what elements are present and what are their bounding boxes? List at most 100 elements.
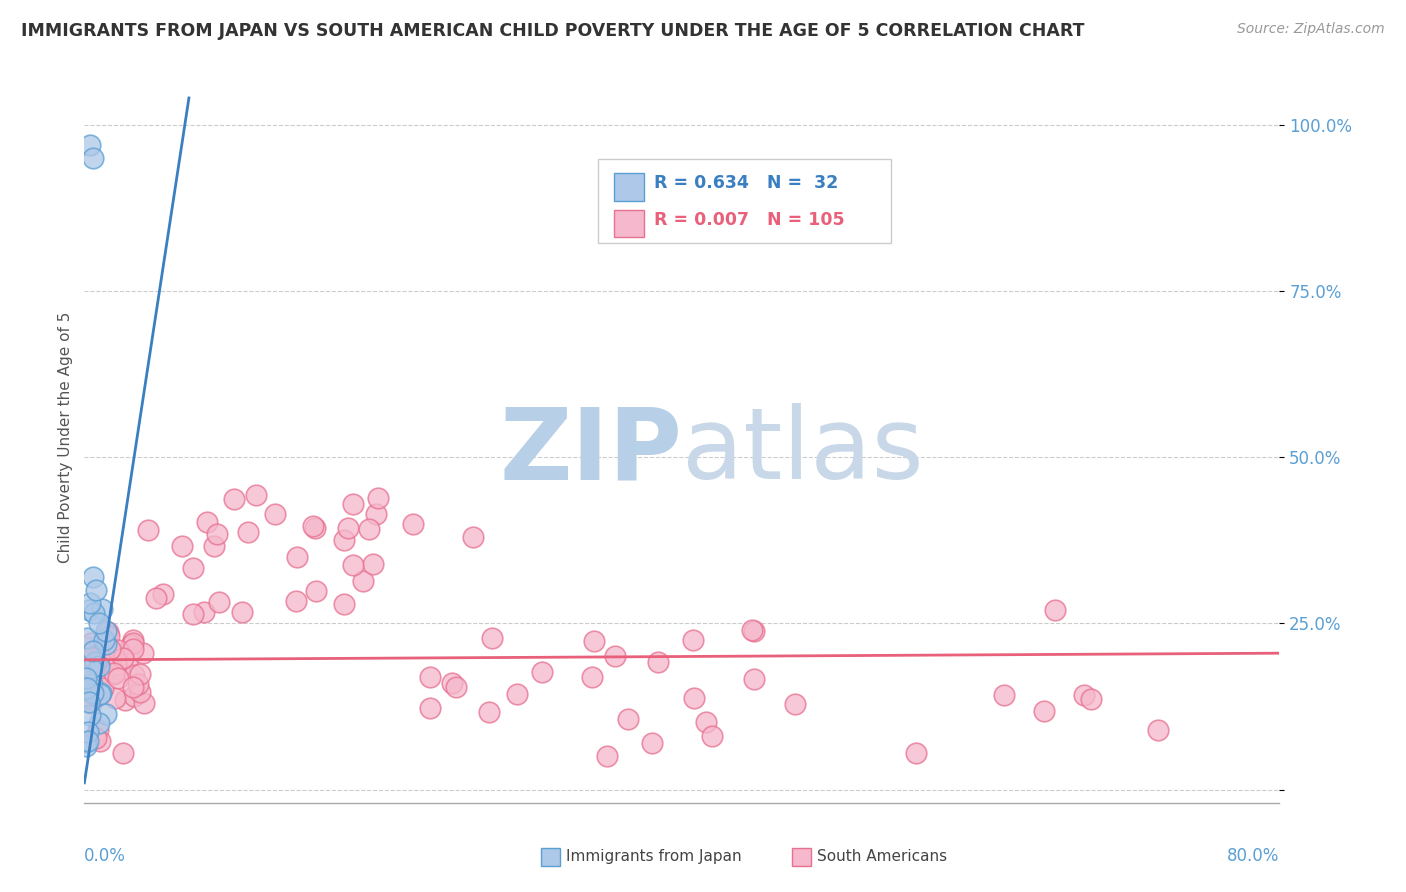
Point [582,634,605,648]
Text: 80.0%: 80.0% [1227,847,1279,864]
Point [285,594,308,608]
Point [89,734,111,748]
Text: R = 0.007   N = 105: R = 0.007 N = 105 [654,211,845,229]
Point [120,638,142,652]
Point [224,491,246,506]
Point [742,673,765,687]
Point [118,649,141,664]
Point [84,655,107,669]
Point [122,690,145,704]
Point [75,739,97,754]
Point [202,539,225,553]
Text: Source: ZipAtlas.com: Source: ZipAtlas.com [1237,22,1385,37]
Point [418,670,440,684]
FancyBboxPatch shape [792,848,811,866]
Point [77,695,100,709]
Point [361,557,384,571]
Point [506,687,529,701]
Text: IMMIGRANTS FROM JAPAN VS SOUTH AMERICAN CHILD POVERTY UNDER THE AGE OF 5 CORRELA: IMMIGRANTS FROM JAPAN VS SOUTH AMERICAN … [21,22,1084,40]
Point [82,570,104,584]
Point [342,558,364,572]
Text: South Americans: South Americans [817,849,948,864]
Point [105,658,128,673]
Point [904,747,927,761]
Point [80,636,103,650]
Point [682,632,704,647]
Point [742,624,765,639]
FancyBboxPatch shape [541,848,560,866]
FancyBboxPatch shape [599,159,891,244]
Point [91,681,114,695]
Point [741,624,763,638]
Point [181,561,204,575]
Point [1033,704,1056,718]
FancyBboxPatch shape [614,210,644,237]
Point [89,616,111,631]
Point [332,597,354,611]
Point [91,665,114,680]
Point [481,632,503,646]
Point [83,606,105,620]
Point [94,624,117,638]
Point [603,649,626,664]
Point [531,665,554,680]
Point [195,515,218,529]
Point [104,691,127,706]
Point [122,641,145,656]
Point [231,605,253,619]
Point [77,603,100,617]
Point [75,690,97,705]
Point [77,673,100,688]
Point [80,661,103,675]
Point [127,676,149,690]
Point [581,670,603,684]
Point [172,539,194,553]
Point [98,642,121,657]
Point [112,746,135,760]
Point [129,667,152,681]
Point [683,691,706,706]
Point [993,688,1015,702]
Point [1073,688,1095,702]
Point [77,734,100,748]
Point [446,680,468,694]
Point [596,749,619,764]
Point [131,646,153,660]
Point [97,629,120,643]
Point [440,676,463,690]
Point [103,665,125,680]
Point [79,707,101,722]
Point [122,632,145,647]
Point [245,488,267,502]
Point [97,624,120,639]
Point [84,731,107,746]
Point [87,723,110,738]
Point [1147,723,1170,737]
Point [82,151,104,165]
Point [121,681,143,695]
Point [114,693,136,707]
Point [122,635,145,649]
Point [1045,603,1067,617]
Point [107,672,129,686]
Point [76,658,98,673]
Point [89,716,111,731]
Point [305,584,328,599]
Point [75,735,97,749]
Point [700,729,723,743]
Point [112,650,135,665]
Point [79,596,101,610]
Point [122,668,145,682]
Point [333,533,356,547]
Point [783,697,806,711]
Point [461,530,484,544]
Point [647,655,669,669]
Point [80,649,103,664]
Point [695,714,717,729]
Text: atlas: atlas [682,403,924,500]
Point [205,526,228,541]
Point [79,137,101,152]
Point [82,686,104,700]
Point [86,582,108,597]
FancyBboxPatch shape [614,173,644,201]
